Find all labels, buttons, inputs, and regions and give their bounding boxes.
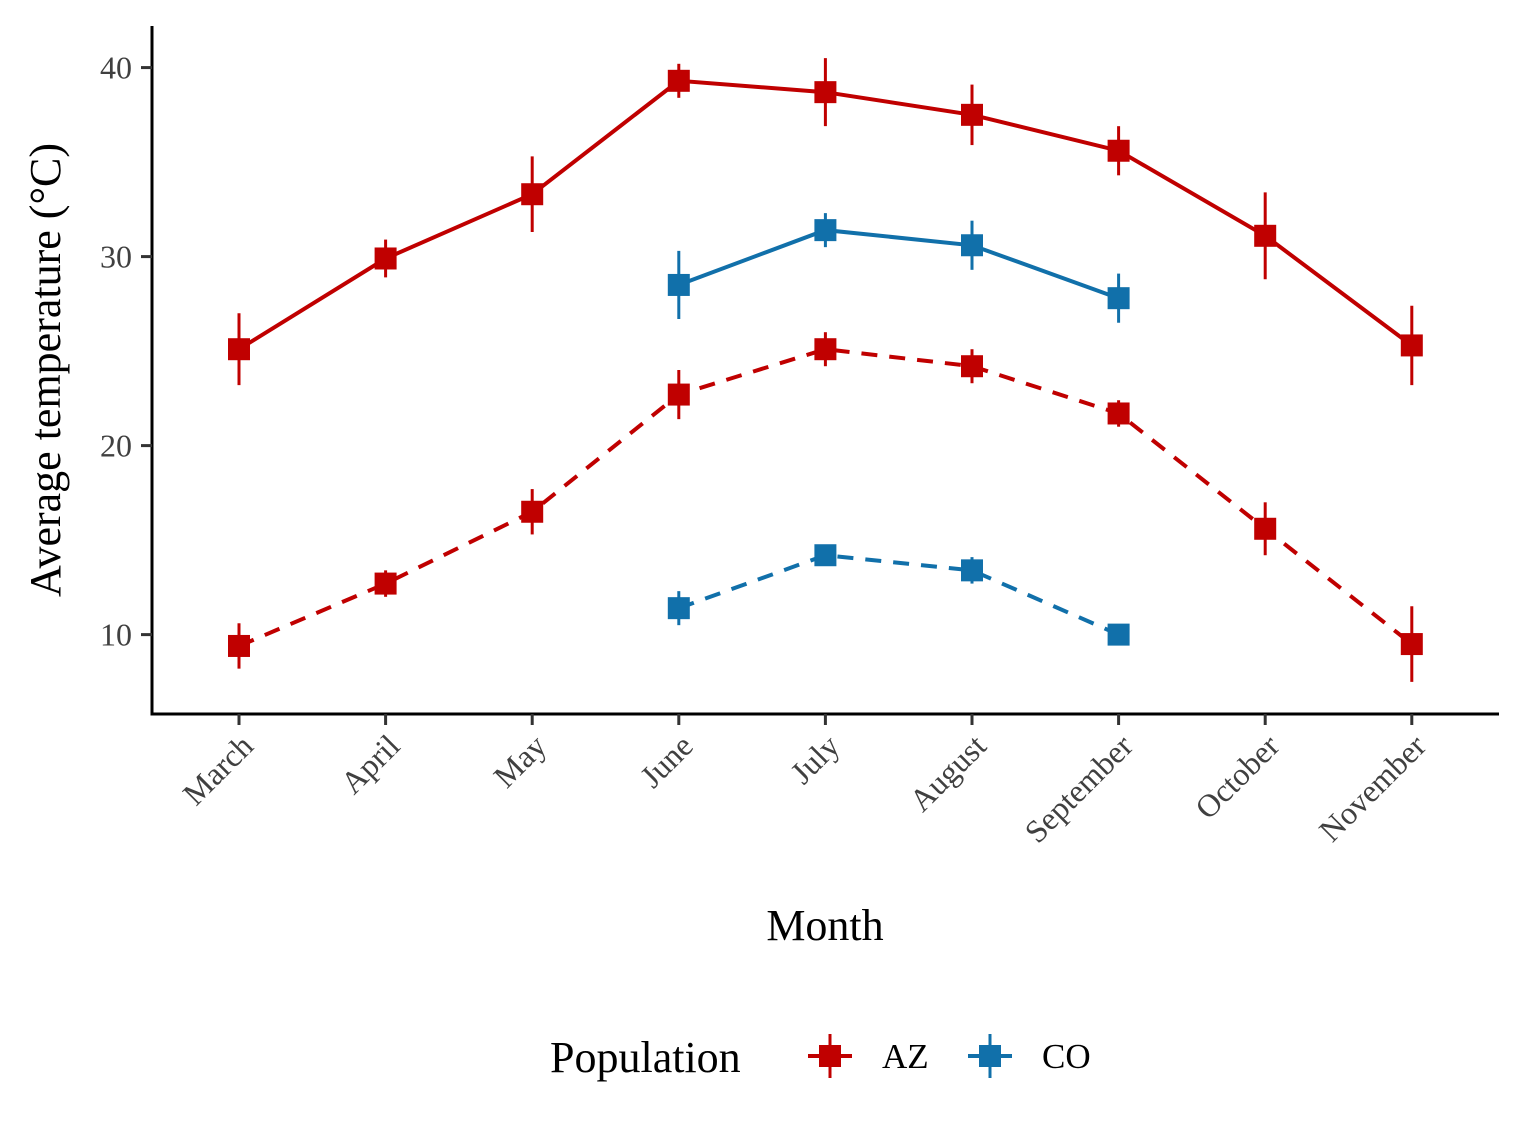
plot-area (228, 58, 1423, 682)
data-point (228, 634, 250, 657)
data-point (667, 597, 690, 620)
x-tick-label: September (1017, 727, 1139, 849)
x-tick-label: June (633, 727, 700, 794)
data-point (667, 273, 690, 296)
series-co-dashed (667, 544, 1130, 646)
x-ticks: March April May June July August September Octo… (175, 714, 1433, 850)
legend-key-az (808, 1034, 852, 1078)
x-tick-label: August (902, 727, 993, 818)
data-point (814, 338, 837, 361)
x-tick-label: November (1312, 727, 1433, 848)
x-tick-label: July (783, 727, 846, 790)
series-az-solid (228, 58, 1423, 386)
legend-key-marker (979, 1045, 1001, 1067)
legend-label-az: AZ (882, 1037, 929, 1076)
data-point (1254, 517, 1277, 540)
data-point (814, 219, 837, 242)
x-tick-label: October (1188, 727, 1287, 826)
data-point (1107, 287, 1130, 310)
x-tick-label: March (175, 727, 260, 812)
legend-title: Population (550, 1033, 741, 1082)
data-point (1400, 633, 1423, 656)
data-point (961, 103, 983, 126)
data-point (521, 183, 544, 206)
x-axis-title: Month (766, 901, 883, 950)
data-point (374, 247, 397, 270)
axes (150, 26, 1499, 716)
data-point (374, 572, 397, 595)
data-point (814, 544, 837, 567)
data-point (1254, 224, 1277, 247)
x-tick-label: April (333, 727, 406, 800)
data-point (961, 234, 983, 257)
x-tick-label: May (486, 727, 553, 794)
legend: Population AZ CO (550, 1033, 1091, 1082)
data-point (1107, 623, 1130, 646)
data-point (814, 81, 837, 104)
y-tick-label: 30 (100, 239, 132, 275)
data-point (1107, 139, 1130, 162)
data-point (1107, 402, 1130, 425)
data-point (961, 355, 983, 378)
series-line (678, 228, 1120, 301)
y-tick-label: 40 (100, 50, 132, 86)
series-co-solid (667, 213, 1130, 323)
y-tick-label: 20 (100, 428, 132, 464)
legend-key-co (968, 1034, 1012, 1078)
legend-key-marker (819, 1045, 841, 1067)
y-tick-label: 10 (100, 617, 132, 653)
y-axis-title: Average temperature (°C) (21, 143, 70, 597)
data-point (667, 69, 690, 92)
data-point (667, 383, 690, 406)
series-az-dashed (228, 332, 1423, 682)
data-point (1400, 334, 1423, 357)
data-point (521, 500, 544, 523)
data-point (228, 338, 250, 361)
series-line (238, 347, 1414, 648)
series-line (678, 553, 1120, 637)
y-ticks: 10 20 30 40 (100, 50, 152, 653)
legend-label-co: CO (1042, 1037, 1091, 1076)
data-point (961, 559, 983, 582)
